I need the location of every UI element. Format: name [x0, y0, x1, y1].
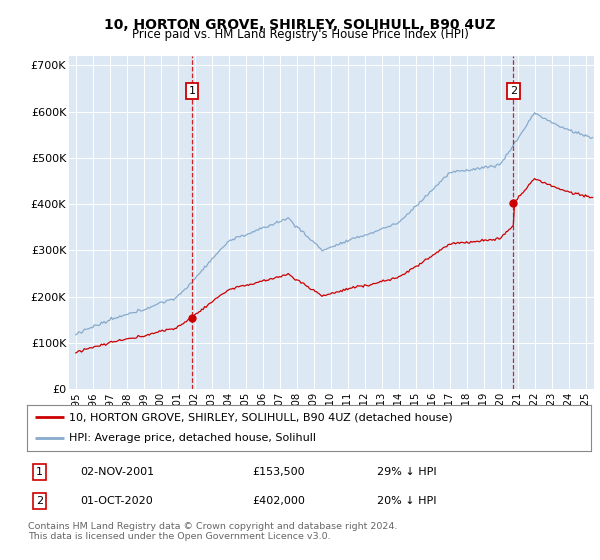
Text: 20% ↓ HPI: 20% ↓ HPI	[377, 496, 436, 506]
Text: 29% ↓ HPI: 29% ↓ HPI	[377, 467, 436, 477]
Text: 10, HORTON GROVE, SHIRLEY, SOLIHULL, B90 4UZ: 10, HORTON GROVE, SHIRLEY, SOLIHULL, B90…	[104, 18, 496, 32]
Text: 02-NOV-2001: 02-NOV-2001	[80, 467, 155, 477]
Text: 01-OCT-2020: 01-OCT-2020	[80, 496, 154, 506]
Text: £402,000: £402,000	[253, 496, 305, 506]
Text: HPI: Average price, detached house, Solihull: HPI: Average price, detached house, Soli…	[70, 433, 316, 444]
Text: 2: 2	[36, 496, 43, 506]
Text: £153,500: £153,500	[253, 467, 305, 477]
Text: 10, HORTON GROVE, SHIRLEY, SOLIHULL, B90 4UZ (detached house): 10, HORTON GROVE, SHIRLEY, SOLIHULL, B90…	[70, 412, 453, 422]
Text: 1: 1	[188, 86, 196, 96]
Text: 1: 1	[36, 467, 43, 477]
Text: 2: 2	[510, 86, 517, 96]
Text: Price paid vs. HM Land Registry's House Price Index (HPI): Price paid vs. HM Land Registry's House …	[131, 28, 469, 41]
Text: Contains HM Land Registry data © Crown copyright and database right 2024.
This d: Contains HM Land Registry data © Crown c…	[28, 522, 398, 542]
